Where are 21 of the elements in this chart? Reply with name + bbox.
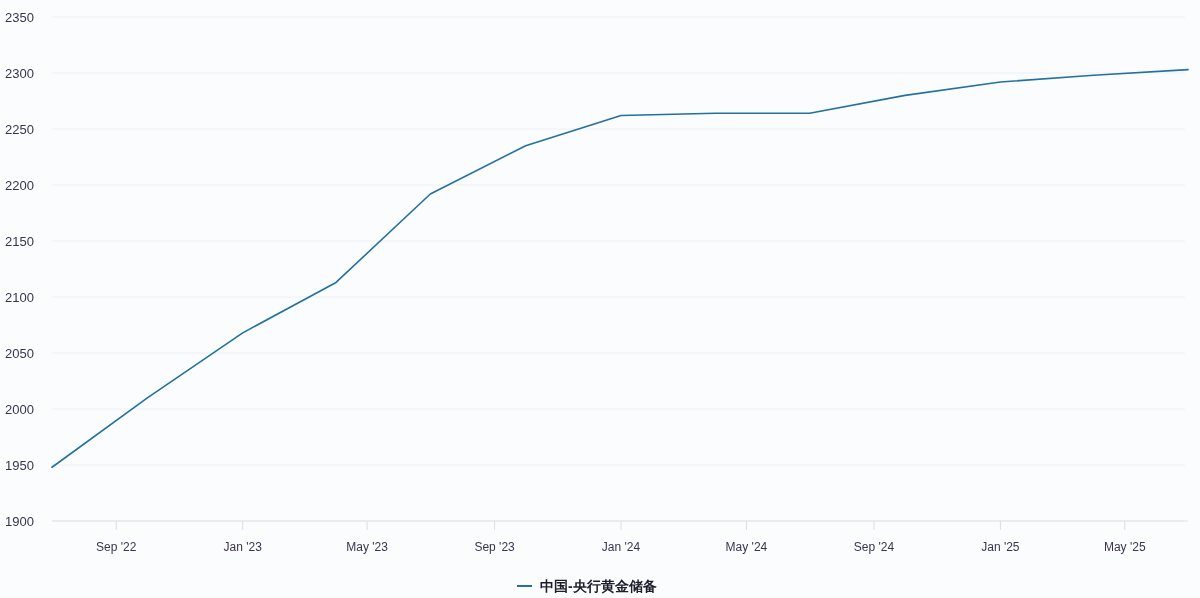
x-tick-label: Sep '23: [474, 540, 516, 554]
y-tick-label: 2050: [5, 345, 34, 361]
y-tick-label: 2200: [5, 177, 34, 193]
y-tick-label: 2300: [5, 65, 34, 81]
x-tick-label: May '24: [725, 540, 768, 554]
legend-label: 中国-央行黄金储备: [540, 578, 657, 594]
x-tick-label: May '23: [346, 540, 389, 554]
x-tick-label: Jan '24: [601, 540, 641, 554]
x-tick-label: May '25: [1103, 540, 1146, 554]
x-tick-label: Sep '22: [96, 540, 137, 554]
y-tick-label: 1950: [5, 457, 34, 473]
x-tick-label: Jan '23: [223, 540, 263, 554]
y-tick-label: 2350: [5, 9, 34, 25]
y-tick-label: 2150: [5, 233, 34, 249]
x-tick-label: Jan '25: [981, 540, 1020, 554]
y-tick-label: 2000: [5, 401, 34, 417]
y-tick-label: 2100: [5, 289, 34, 305]
y-tick-label: 2250: [5, 121, 34, 137]
y-tick-label: 1900: [5, 513, 34, 529]
line-series: [51, 68, 1189, 469]
x-tick-label: Sep '24: [853, 540, 895, 554]
